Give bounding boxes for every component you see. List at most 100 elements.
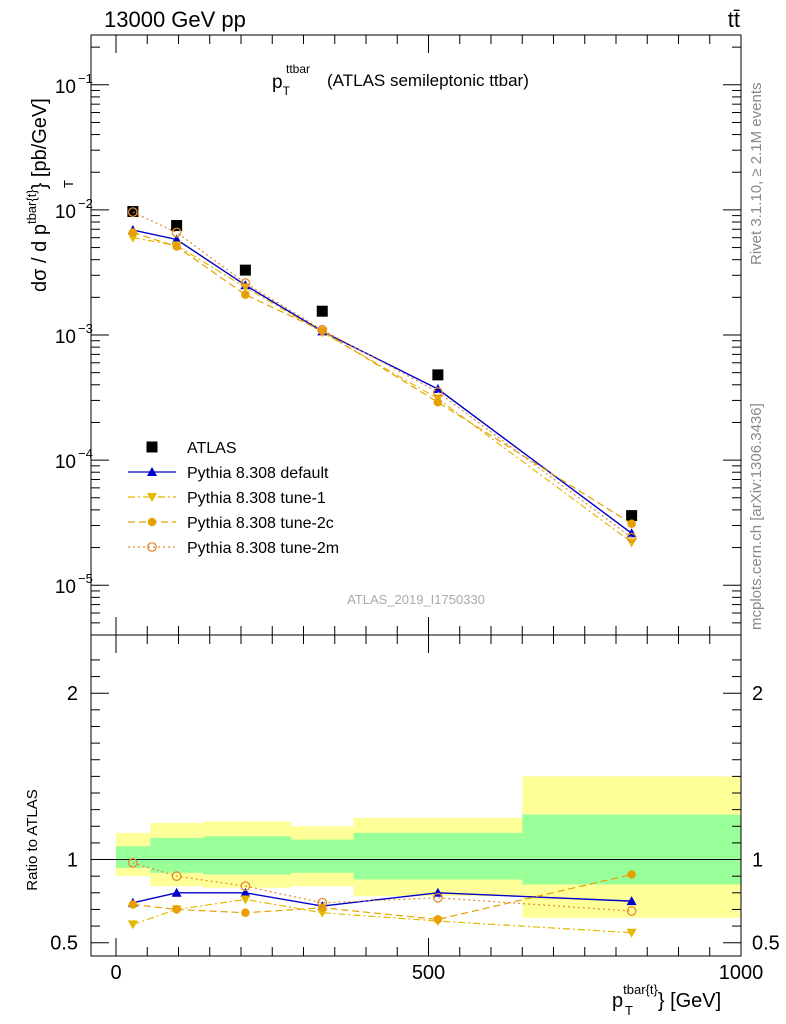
- x-tick-label: 1000: [719, 962, 764, 984]
- main-title-rest: (ATLAS semileptonic ttbar): [327, 71, 529, 90]
- xlabel-rest: } [GeV]: [658, 990, 721, 1012]
- legend-marker-pythia-8-308-default: [147, 467, 157, 476]
- main-point-atlas: [239, 264, 251, 276]
- ratio-plot-panel: 0.5 0.5 1 1 2 2 0 500 1000 Ratio to ATLAS ptbar{…: [24, 634, 780, 1018]
- ratio-point-pythia-8-308-tune-2m: [127, 857, 138, 868]
- legend-marker-pythia-8-308-tune-2m: [147, 542, 157, 552]
- main-y-tick-label-exponent: −3: [78, 321, 93, 336]
- ratio-band-stat-uncertainty: [291, 839, 354, 873]
- main-point-pythia-8-308-tune-2m: [626, 532, 637, 543]
- main-ylabel-sub: T: [61, 180, 76, 188]
- x-tick-label: 0: [110, 962, 121, 984]
- analysis-watermark: ATLAS_2019_I1750330: [347, 592, 485, 607]
- x-axis-label: ptbar{t}} [GeV]: [612, 982, 721, 1012]
- main-y-tick-label-exponent: −2: [78, 196, 93, 211]
- ratio-point-pythia-8-308-tune-1: [127, 920, 138, 930]
- main-point-atlas: [316, 305, 328, 317]
- ratio-line-pythia-8-308-tune-2c: [132, 873, 632, 921]
- ratio-y-tick-label-right: 2: [752, 683, 763, 705]
- main-title: pT: [272, 72, 291, 98]
- rivet-label: Rivet 3.1.10, ≥ 2.1M events: [748, 83, 765, 266]
- ratio-band-stat-uncertainty: [353, 832, 523, 880]
- main-ticks-layer: 10−110−210−310−410−5: [55, 35, 742, 636]
- main-y-tick-label: 10: [55, 77, 76, 98]
- main-y-axis-label: dσ / d ptbar{t}} [pb/GeV]: [24, 98, 51, 292]
- ratio-point-pythia-8-308-tune-2m: [626, 906, 637, 916]
- main-ylabel-sup: tbar{t}: [24, 189, 39, 224]
- ratio-band-stat-uncertainty: [203, 836, 291, 875]
- main-y-tick-label: 10: [55, 452, 76, 473]
- main-point-pythia-8-308-default: [171, 234, 182, 244]
- main-point-atlas: [626, 510, 638, 522]
- xlabel-main: p: [612, 990, 623, 1012]
- legend-marker-pythia-8-308-tune-1: [147, 493, 157, 502]
- main-title-main: p: [272, 72, 283, 93]
- main-point-pythia-8-308-tune-2m: [127, 207, 138, 218]
- ratio-point-pythia-8-308-tune-2c: [241, 908, 250, 918]
- main-point-atlas: [127, 206, 139, 218]
- main-point-pythia-8-308-tune-2c: [172, 242, 181, 251]
- ratio-point-pythia-8-308-default: [626, 896, 637, 906]
- main-title-sup: ttbar: [286, 62, 310, 76]
- header-process: tt̄: [728, 7, 740, 32]
- ratio-y-axis-label: Ratio to ATLAS: [24, 789, 41, 890]
- main-series-layer: [127, 206, 638, 548]
- xlabel-sup: tbar{t}: [623, 982, 658, 997]
- legend-marker-pythia-8-308-tune-2c: [147, 517, 157, 527]
- ratio-plot-frame: [90, 634, 742, 957]
- ratio-ticks-layer: 0.5 0.5 1 1 2 2 0 500 1000: [50, 635, 780, 984]
- ratio-bands-layer: [116, 776, 741, 918]
- legend-label-pythia-8-308-default: Pythia 8.308 default: [187, 465, 329, 482]
- main-line-pythia-8-308-tune-2m: [132, 211, 632, 539]
- ratio-point-pythia-8-308-tune-2c: [172, 905, 181, 914]
- ratio-point-pythia-8-308-tune-2c: [318, 903, 327, 913]
- legend-marker-atlas: [146, 441, 158, 453]
- ratio-line-pythia-8-308-tune-1: [132, 898, 632, 934]
- main-plot-panel: 10−110−210−310−410−5 pT ttbar (ATLAS sem…: [24, 34, 742, 636]
- main-ylabel-rest: } [pb/GeV]: [29, 98, 51, 189]
- ratio-band-stat-uncertainty: [116, 846, 151, 868]
- ratio-line-pythia-8-308-default: [132, 892, 632, 907]
- main-title-sub: T: [283, 84, 291, 98]
- xlabel-sub: T: [625, 1003, 633, 1018]
- ratio-point-pythia-8-308-tune-2m: [432, 892, 443, 903]
- main-point-pythia-8-308-tune-2m: [240, 278, 251, 288]
- ratio-point-pythia-8-308-tune-2c: [627, 870, 636, 879]
- ratio-point-pythia-8-308-default: [171, 887, 182, 897]
- ratio-point-pythia-8-308-tune-1: [626, 928, 637, 938]
- ratio-y-tick-label-right: 1: [752, 850, 763, 872]
- main-y-tick-label: 10: [55, 577, 76, 598]
- main-point-atlas: [432, 369, 444, 381]
- ratio-point-pythia-8-308-tune-2m: [240, 881, 251, 892]
- main-line-pythia-8-308-default: [132, 229, 633, 534]
- main-point-atlas: [171, 220, 183, 232]
- main-point-pythia-8-308-tune-2m: [317, 324, 328, 335]
- ratio-line-pythia-8-308-tune-2m: [132, 862, 632, 912]
- ratio-y-tick-label: 2: [67, 683, 78, 705]
- x-tick-label: 500: [412, 962, 445, 984]
- main-y-tick-label-exponent: −4: [78, 446, 93, 461]
- ratio-y-tick-label-right: 0.5: [752, 933, 780, 955]
- main-point-pythia-8-308-tune-2m: [432, 387, 443, 397]
- legend: ATLAS Pythia 8.308 default Pythia 8.308 tu…: [128, 440, 339, 557]
- main-y-tick-label: 10: [55, 327, 76, 348]
- legend-label-atlas: ATLAS: [187, 440, 237, 457]
- ratio-point-pythia-8-308-tune-2c: [128, 900, 138, 909]
- ratio-band-stat-uncertainty: [150, 837, 204, 873]
- legend-label-pythia-8-308-tune-2m: Pythia 8.308 tune-2m: [187, 540, 339, 557]
- legend-label-pythia-8-308-tune-2c: Pythia 8.308 tune-2c: [187, 515, 334, 532]
- main-y-tick-label-exponent: −1: [78, 71, 93, 86]
- main-ylabel-main: dσ / d p: [29, 224, 51, 292]
- ratio-point-pythia-8-308-tune-2m: [171, 871, 182, 882]
- main-point-pythia-8-308-default: [432, 384, 443, 394]
- ratio-y-tick-label: 1: [67, 850, 78, 872]
- main-point-pythia-8-308-tune-2c: [433, 398, 443, 407]
- main-y-tick-label-exponent: −5: [78, 571, 93, 586]
- main-line-pythia-8-308-tune-2c: [132, 231, 632, 525]
- header-energy: 13000 GeV pp: [104, 7, 246, 32]
- main-point-pythia-8-308-tune-2c: [241, 290, 250, 299]
- ratio-series-layer: [127, 857, 637, 938]
- ratio-point-pythia-8-308-tune-2c: [433, 915, 443, 924]
- main-point-pythia-8-308-tune-2c: [128, 228, 138, 237]
